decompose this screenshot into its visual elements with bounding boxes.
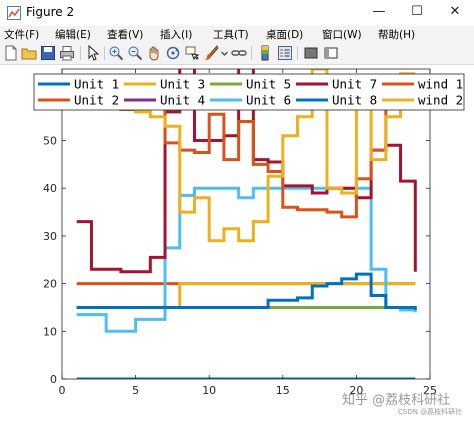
toolbar-separator [251,46,252,60]
zoom-in-icon[interactable] [108,45,124,61]
legend-label: Unit 2 [74,93,119,108]
menu-edit[interactable]: 编辑(E) [55,29,91,41]
link-plot-icon[interactable] [231,45,247,61]
menu-file[interactable]: 文件(F) [4,29,40,41]
menu-tools[interactable]: 工具(T) [213,29,249,41]
open-file-icon[interactable] [21,45,37,61]
x-tick-label: 15 [276,384,290,397]
toolbar-separator [297,46,298,60]
legend-label: Unit 4 [160,93,205,108]
series-line-8 [76,272,417,310]
legend-label: Unit 1 [74,77,119,92]
series-line-3 [76,282,416,309]
legend-label: Unit 7 [332,77,377,92]
pointer-icon[interactable] [85,45,101,61]
hide-plot-tools-icon[interactable] [303,45,319,61]
legend-label: Unit 3 [160,77,205,92]
colorbar-icon[interactable] [257,45,273,61]
data-cursor-icon[interactable] [184,45,200,61]
axes-box [61,68,431,380]
x-tick-label: 20 [349,384,363,397]
x-tick-label: 25 [423,384,437,397]
legend-label: Unit 5 [246,77,291,92]
rotate-3d-icon[interactable] [165,45,181,61]
pan-icon[interactable] [146,45,162,61]
y-tick-label: 30 [43,230,57,243]
legend-label: Unit 8 [332,93,377,108]
y-tick-label: 40 [43,182,57,195]
legend-label: Unit 6 [246,93,291,108]
toolbar-separator [80,46,81,60]
x-tick-label: 10 [202,384,216,397]
series-lines [76,69,417,379]
save-icon[interactable] [40,45,56,61]
maximize-button[interactable]: ☐ [411,4,423,19]
menu-bar: 文件(F) 编辑(E) 查看(V) 插入(I) 工具(T) 桌面(D) 窗口(W… [0,26,474,42]
brush-icon[interactable] [203,45,219,61]
y-tick-label: 20 [43,278,57,291]
title-bar: Figure 2 — ☐ ✕ [0,0,474,27]
legend-label: wind 1 [418,77,463,92]
watermark-subtext: CSDN @荔枝科研社 [398,408,463,416]
show-plot-tools-icon[interactable] [323,45,339,61]
x-tick-label: 0 [59,384,66,397]
toolbar [0,42,474,65]
axis-ticks: 05101520250102030405060 [43,69,437,397]
y-tick-label: 0 [50,373,57,386]
x-tick-label: 5 [132,384,139,397]
close-button[interactable]: ✕ [449,4,461,19]
menu-desktop[interactable]: 桌面(D) [266,29,304,41]
watermark-text: 知乎 @荔枝科研社 [342,393,451,408]
legend-label: wind 2 [418,93,463,108]
new-figure-icon[interactable] [3,45,19,61]
zoom-out-icon[interactable] [127,45,143,61]
series-line-6 [76,186,417,333]
menu-view[interactable]: 查看(V) [107,29,144,41]
chevron-down-icon[interactable] [220,45,229,61]
menu-window[interactable]: 窗口(W) [322,29,362,41]
y-tick-label: 10 [43,325,57,338]
window-title: Figure 2 [26,5,75,19]
minimize-button[interactable]: — [372,4,386,19]
matlab-figure-icon [7,6,21,20]
print-icon[interactable] [59,45,75,61]
y-tick-label: 50 [43,135,57,148]
legend-box [33,73,465,111]
toolbar-separator [104,46,105,60]
menu-insert[interactable]: 插入(I) [160,29,193,41]
menu-help[interactable]: 帮助(H) [378,29,416,41]
legend-icon[interactable] [277,45,293,61]
